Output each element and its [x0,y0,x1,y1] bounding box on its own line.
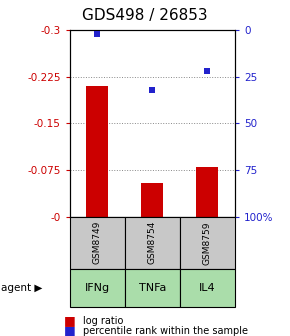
Text: IFNg: IFNg [85,283,110,293]
Bar [86,86,108,217]
Text: GSM8754: GSM8754 [148,221,157,264]
Text: IL4: IL4 [199,283,216,293]
Bar [196,167,218,217]
Text: percentile rank within the sample: percentile rank within the sample [83,326,248,336]
Text: GDS498 / 26853: GDS498 / 26853 [82,8,208,23]
Text: GSM8749: GSM8749 [93,221,102,264]
Text: GSM8759: GSM8759 [203,221,212,264]
Text: agent ▶: agent ▶ [1,283,43,293]
Text: ■: ■ [64,314,76,327]
Text: log ratio: log ratio [83,316,123,326]
Bar [141,182,163,217]
Text: ■: ■ [64,325,76,336]
Text: TNFa: TNFa [139,283,166,293]
